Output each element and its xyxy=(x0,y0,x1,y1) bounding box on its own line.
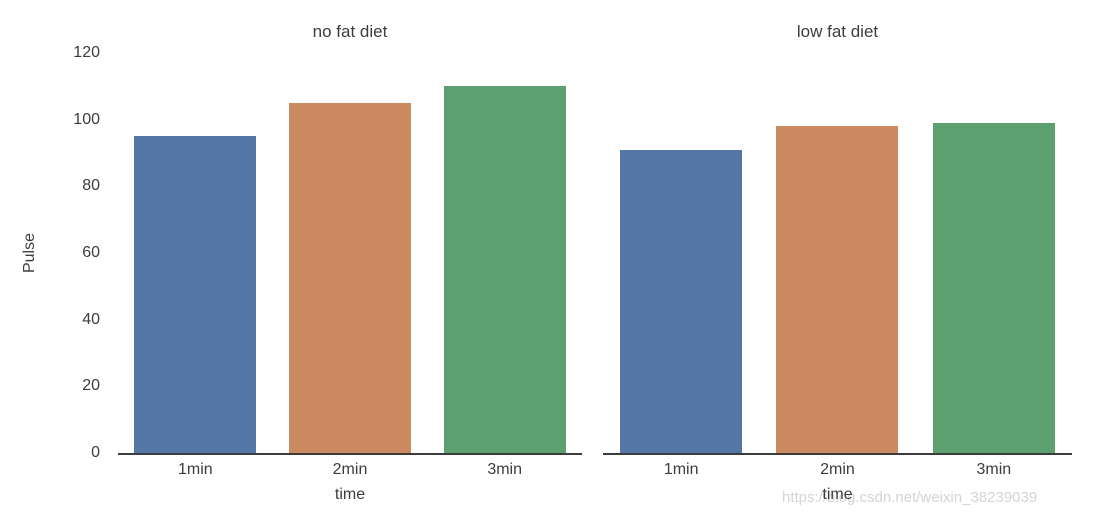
y-tick-label: 100 xyxy=(73,110,100,128)
x-tick-label: 2min xyxy=(820,461,855,478)
y-tick-label: 80 xyxy=(82,177,100,195)
x-tick-label: 3min xyxy=(487,461,523,478)
y-tick-label: 0 xyxy=(91,444,100,461)
x-axis-ticks: 1min 2min 3min xyxy=(118,461,582,479)
x-axis-label: time xyxy=(334,486,366,503)
bar-3min xyxy=(932,123,1055,453)
bar-3min xyxy=(443,86,566,453)
bar-2min xyxy=(288,103,411,453)
panel-low-fat-diet: low fat diet 1min 2min 3min time xyxy=(603,22,1072,503)
bar-2min xyxy=(776,126,899,453)
panel-title: low fat diet xyxy=(796,22,879,41)
y-tick-label: 60 xyxy=(82,244,100,261)
panel-no-fat-diet: no fat diet 1min 2min 3min time xyxy=(118,22,582,503)
watermark-text: https://blog.csdn.net/weixin_38239039 xyxy=(782,489,1038,506)
x-tick-label: 1min xyxy=(663,461,699,478)
panel-title: no fat diet xyxy=(312,22,388,41)
x-tick-label: 2min xyxy=(332,461,368,478)
x-tick-label: 1min xyxy=(177,461,213,478)
x-axis-ticks: 1min 2min 3min xyxy=(603,461,1072,479)
y-tick-label: 20 xyxy=(82,377,100,395)
x-tick-label: 3min xyxy=(976,461,1012,478)
x-axis-label: time xyxy=(822,486,853,503)
bars-group xyxy=(603,53,1072,453)
bar-1min xyxy=(134,136,257,453)
y-axis-label: Pulse xyxy=(21,232,38,274)
bars-group xyxy=(118,53,582,453)
bar-1min xyxy=(620,149,743,453)
y-tick-label: 120 xyxy=(73,44,100,61)
y-tick-label: 40 xyxy=(82,310,100,328)
